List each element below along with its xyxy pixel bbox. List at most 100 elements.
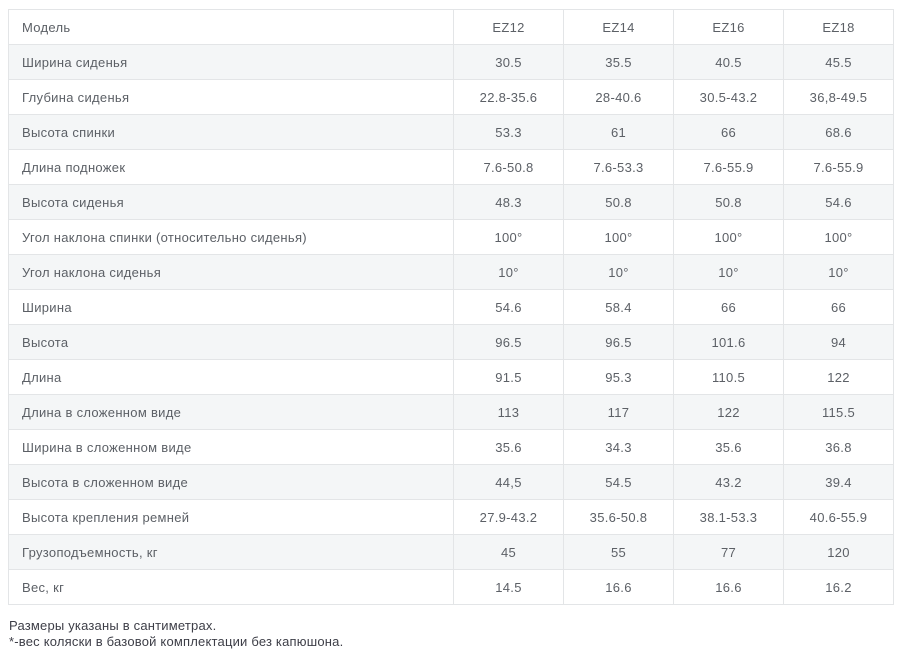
cell-value-ez16: 7.6-55.9 bbox=[673, 149, 784, 185]
cell-value-ez12: 10° bbox=[453, 254, 564, 290]
table-row: Длина подножек 7.6-50.8 7.6-53.3 7.6-55.… bbox=[8, 149, 894, 185]
column-header-ez12: EZ12 bbox=[453, 9, 564, 45]
cell-value-ez16: 50.8 bbox=[673, 184, 784, 220]
table-row: Длина в сложенном виде 113 117 122 115.5 bbox=[8, 394, 894, 430]
row-label: Высота крепления ремней bbox=[8, 499, 454, 535]
footnote-weight: *-вес коляски в базовой комплектации без… bbox=[9, 634, 344, 649]
table-row: Ширина 54.6 58.4 66 66 bbox=[8, 289, 894, 325]
cell-value-ez14: 100° bbox=[563, 219, 674, 255]
column-header-ez14: EZ14 bbox=[563, 9, 674, 45]
cell-value-ez18: 120 bbox=[783, 534, 894, 570]
cell-value-ez16: 30.5-43.2 bbox=[673, 79, 784, 115]
cell-value-ez12: 100° bbox=[453, 219, 564, 255]
cell-value-ez18: 115.5 bbox=[783, 394, 894, 430]
cell-value-ez14: 95.3 bbox=[563, 359, 674, 395]
row-label: Высота в сложенном виде bbox=[8, 464, 454, 500]
cell-value-ez18: 39.4 bbox=[783, 464, 894, 500]
cell-value-ez14: 35.6-50.8 bbox=[563, 499, 674, 535]
table-row: Высота сиденья 48.3 50.8 50.8 54.6 bbox=[8, 184, 894, 220]
cell-value-ez12: 48.3 bbox=[453, 184, 564, 220]
table-row: Длина 91.5 95.3 110.5 122 bbox=[8, 359, 894, 395]
cell-value-ez16: 35.6 bbox=[673, 429, 784, 465]
row-label: Длина подножек bbox=[8, 149, 454, 185]
cell-value-ez16: 122 bbox=[673, 394, 784, 430]
table-row: Высота в сложенном виде 44,5 54.5 43.2 3… bbox=[8, 464, 894, 500]
table-row: Вес, кг 14.5 16.6 16.6 16.2 bbox=[8, 569, 894, 605]
cell-value-ez14: 7.6-53.3 bbox=[563, 149, 674, 185]
footnote-units: Размеры указаны в сантиметрах. bbox=[9, 618, 217, 633]
cell-value-ez14: 28-40.6 bbox=[563, 79, 674, 115]
cell-value-ez12: 91.5 bbox=[453, 359, 564, 395]
cell-value-ez12: 54.6 bbox=[453, 289, 564, 325]
table-row: Глубина сиденья 22.8-35.6 28-40.6 30.5-4… bbox=[8, 79, 894, 115]
table-row: Грузоподъемность, кг 45 55 77 120 bbox=[8, 534, 894, 570]
table-row: Ширина сиденья 30.5 35.5 40.5 45.5 bbox=[8, 44, 894, 80]
cell-value-ez12: 22.8-35.6 bbox=[453, 79, 564, 115]
cell-value-ez14: 55 bbox=[563, 534, 674, 570]
cell-value-ez14: 35.5 bbox=[563, 44, 674, 80]
footnotes: Размеры указаны в сантиметрах. *-вес кол… bbox=[8, 618, 894, 650]
cell-value-ez18: 10° bbox=[783, 254, 894, 290]
cell-value-ez18: 16.2 bbox=[783, 569, 894, 605]
table-header-row: Модель EZ12 EZ14 EZ16 EZ18 bbox=[8, 9, 894, 45]
cell-value-ez16: 16.6 bbox=[673, 569, 784, 605]
cell-value-ez12: 7.6-50.8 bbox=[453, 149, 564, 185]
cell-value-ez18: 7.6-55.9 bbox=[783, 149, 894, 185]
cell-value-ez18: 45.5 bbox=[783, 44, 894, 80]
table-row: Ширина в сложенном виде 35.6 34.3 35.6 3… bbox=[8, 429, 894, 465]
row-label: Угол наклона спинки (относительно сидень… bbox=[8, 219, 454, 255]
row-label: Ширина bbox=[8, 289, 454, 325]
cell-value-ez12: 44,5 bbox=[453, 464, 564, 500]
cell-value-ez14: 96.5 bbox=[563, 324, 674, 360]
cell-value-ez16: 77 bbox=[673, 534, 784, 570]
cell-value-ez16: 101.6 bbox=[673, 324, 784, 360]
cell-value-ez12: 30.5 bbox=[453, 44, 564, 80]
row-label: Глубина сиденья bbox=[8, 79, 454, 115]
table-row: Угол наклона спинки (относительно сидень… bbox=[8, 219, 894, 255]
row-label: Высота bbox=[8, 324, 454, 360]
cell-value-ez18: 68.6 bbox=[783, 114, 894, 150]
cell-value-ez16: 110.5 bbox=[673, 359, 784, 395]
row-label: Высота сиденья bbox=[8, 184, 454, 220]
cell-value-ez16: 40.5 bbox=[673, 44, 784, 80]
cell-value-ez14: 117 bbox=[563, 394, 674, 430]
cell-value-ez14: 10° bbox=[563, 254, 674, 290]
cell-value-ez18: 36,8-49.5 bbox=[783, 79, 894, 115]
cell-value-ez16: 43.2 bbox=[673, 464, 784, 500]
cell-value-ez18: 122 bbox=[783, 359, 894, 395]
column-header-model: Модель bbox=[8, 9, 454, 45]
cell-value-ez18: 40.6-55.9 bbox=[783, 499, 894, 535]
cell-value-ez12: 14.5 bbox=[453, 569, 564, 605]
cell-value-ez12: 45 bbox=[453, 534, 564, 570]
cell-value-ez18: 66 bbox=[783, 289, 894, 325]
cell-value-ez12: 53.3 bbox=[453, 114, 564, 150]
cell-value-ez12: 27.9-43.2 bbox=[453, 499, 564, 535]
table-row: Высота 96.5 96.5 101.6 94 bbox=[8, 324, 894, 360]
cell-value-ez14: 16.6 bbox=[563, 569, 674, 605]
cell-value-ez18: 94 bbox=[783, 324, 894, 360]
cell-value-ez16: 100° bbox=[673, 219, 784, 255]
cell-value-ez18: 36.8 bbox=[783, 429, 894, 465]
column-header-ez16: EZ16 bbox=[673, 9, 784, 45]
column-header-ez18: EZ18 bbox=[783, 9, 894, 45]
cell-value-ez16: 38.1-53.3 bbox=[673, 499, 784, 535]
cell-value-ez14: 34.3 bbox=[563, 429, 674, 465]
row-label: Высота спинки bbox=[8, 114, 454, 150]
table-row: Угол наклона сиденья 10° 10° 10° 10° bbox=[8, 254, 894, 290]
cell-value-ez16: 10° bbox=[673, 254, 784, 290]
cell-value-ez12: 96.5 bbox=[453, 324, 564, 360]
row-label: Длина bbox=[8, 359, 454, 395]
cell-value-ez14: 54.5 bbox=[563, 464, 674, 500]
cell-value-ez12: 113 bbox=[453, 394, 564, 430]
cell-value-ez16: 66 bbox=[673, 114, 784, 150]
cell-value-ez12: 35.6 bbox=[453, 429, 564, 465]
row-label: Вес, кг bbox=[8, 569, 454, 605]
row-label: Ширина в сложенном виде bbox=[8, 429, 454, 465]
cell-value-ez14: 61 bbox=[563, 114, 674, 150]
row-label: Угол наклона сиденья bbox=[8, 254, 454, 290]
table-row: Высота крепления ремней 27.9-43.2 35.6-5… bbox=[8, 499, 894, 535]
cell-value-ez16: 66 bbox=[673, 289, 784, 325]
cell-value-ez14: 58.4 bbox=[563, 289, 674, 325]
row-label: Длина в сложенном виде bbox=[8, 394, 454, 430]
